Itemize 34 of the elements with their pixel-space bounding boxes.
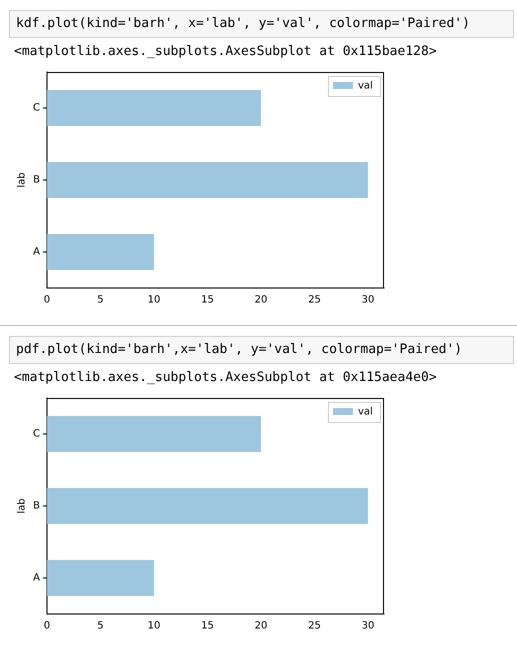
x-tick-label: 25	[308, 620, 321, 632]
bar	[46, 162, 368, 198]
legend-label: val	[358, 80, 373, 92]
y-tick-label: C	[33, 428, 40, 440]
x-tick-label: 5	[97, 294, 104, 306]
x-tick-label: 15	[201, 620, 214, 632]
chart-title: kdf.plot(kind='barh', x='lab', y='val', colormap='Paired')	[9, 10, 514, 38]
y-tick-label: B	[33, 500, 40, 512]
x-tick-label: 20	[254, 620, 268, 632]
bar	[46, 234, 154, 270]
bar	[46, 488, 368, 524]
bar	[46, 416, 261, 452]
chart-subtitle: <matplotlib.axes._subplots.AxesSubplot at 0x115aea4e0>	[14, 370, 438, 387]
x-tick-label: 0	[44, 294, 50, 306]
y-tick-label: A	[33, 246, 40, 258]
y-tick-label: C	[33, 102, 40, 114]
chart-subtitle: <matplotlib.axes._subplots.AxesSubplot at 0x115bae128>	[14, 44, 438, 61]
chart-title: pdf.plot(kind='barh',x='lab', y='val', colormap='Paired')	[9, 336, 514, 364]
x-tick-label: 30	[362, 620, 374, 632]
x-tick-label: 10	[148, 620, 160, 632]
y-axis-title: lab	[16, 498, 28, 514]
x-tick-label: 0	[44, 620, 50, 632]
x-tick-label: 10	[148, 294, 160, 306]
y-tick-label: B	[33, 174, 40, 186]
bar	[46, 560, 154, 596]
bar	[46, 90, 261, 126]
x-tick-label: 20	[254, 294, 268, 306]
y-tick-label: A	[33, 572, 40, 584]
x-tick-label: 5	[97, 620, 104, 632]
x-tick-label: 30	[362, 294, 374, 306]
x-tick-label: 25	[308, 294, 321, 306]
legend-label: val	[358, 406, 373, 418]
x-tick-label: 15	[201, 294, 214, 306]
y-axis-title: lab	[16, 172, 28, 188]
